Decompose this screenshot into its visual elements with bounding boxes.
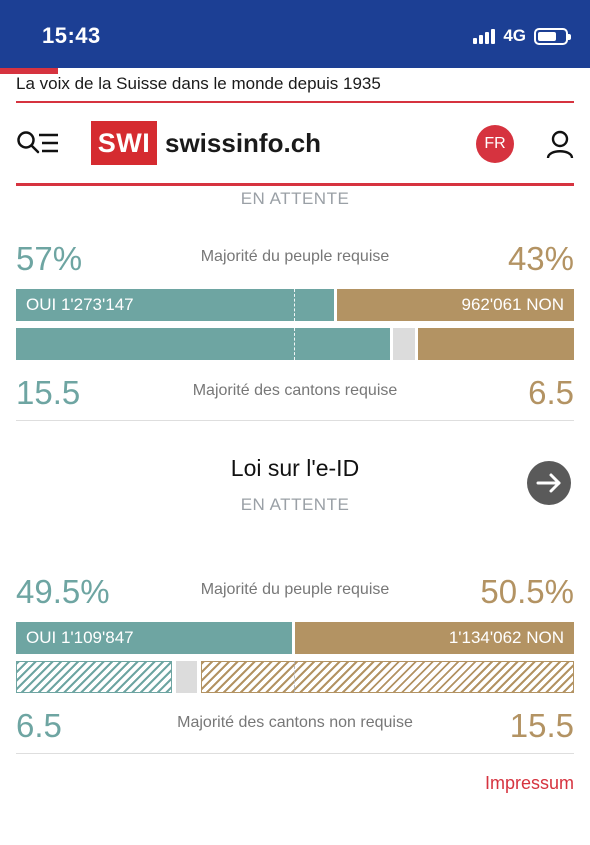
status-bar: 15:43 4G [0,0,590,68]
section-divider [16,753,574,754]
vote2-title[interactable]: Loi sur l'e-ID [230,455,360,481]
logo-text: swissinfo.ch [165,127,322,158]
section-divider [16,420,574,421]
vote2-cantons-yes: 6.5 [16,707,62,744]
vote1-cantons-yes-bar [16,328,390,360]
vote1-cantons-no: 6.5 [528,374,574,411]
vote2-cantons-undecided-bar [176,661,197,693]
vote2-cantons-yes-bar [16,661,172,693]
vote2-cantons-no-bar [201,661,574,693]
vote2-yes-votes: OUI 1'109'847 [26,628,134,647]
vote1-yes-bar: OUI 1'273'147 [16,289,334,321]
tagline-accent [0,68,58,74]
vote1-cantons-undecided-bar [393,328,415,360]
tagline: La voix de la Suisse dans le monde depui… [16,74,381,93]
search-menu-icon[interactable] [16,130,60,158]
vote1-cantons-yes: 15.5 [16,374,81,411]
vote2-majority-line [294,622,295,654]
logo-box: SWI [91,121,157,165]
signal-icon [473,28,496,44]
site-header: SWI swissinfo.ch FR [0,104,590,184]
vote1-no-votes: 962'061 NON [461,295,564,314]
vote2-yes-percent: 49.5% [16,573,110,610]
vote2-cantons-majority-line [294,661,295,693]
vote1-cantons-no-bar [418,328,574,360]
swissinfo-logo[interactable]: SWI swissinfo.ch [91,121,321,165]
header-divider [16,183,574,186]
arrow-right-icon[interactable] [527,461,571,505]
vote1-yes-votes: OUI 1'273'147 [26,295,134,314]
vote2-no-bar: 1'134'062 NON [295,622,574,654]
vote1-majority-line [294,289,295,321]
network-type: 4G [503,26,526,45]
tagline-divider [16,101,574,103]
vote1-cantons-majority-line [294,328,295,360]
battery-icon [534,27,571,45]
vote1-yes-percent: 57% [16,240,83,277]
vote2-no-percent: 50.5% [480,573,574,610]
vote1-status: EN ATTENTE [240,189,350,208]
status-time: 15:43 [42,23,101,48]
impressum-link[interactable]: Impressum [484,773,574,793]
status-indicators: 4G [473,26,571,46]
vote1-cantons-label: Majorité des cantons requise [192,382,398,399]
vote2-no-votes: 1'134'062 NON [448,628,564,647]
vote1-no-bar: 962'061 NON [337,289,574,321]
vote1-people-label: Majorité du peuple requise [200,248,390,265]
vote2-status: EN ATTENTE [240,495,350,514]
vote2-people-label: Majorité du peuple requise [200,581,390,598]
vote2-yes-bar: OUI 1'109'847 [16,622,292,654]
vote2-cantons-no: 15.5 [509,707,574,744]
vote1-no-percent: 43% [507,240,574,277]
language-button[interactable]: FR [476,125,514,163]
user-icon[interactable] [545,129,575,159]
vote2-cantons-label: Majorité des cantons non requise [177,714,413,731]
